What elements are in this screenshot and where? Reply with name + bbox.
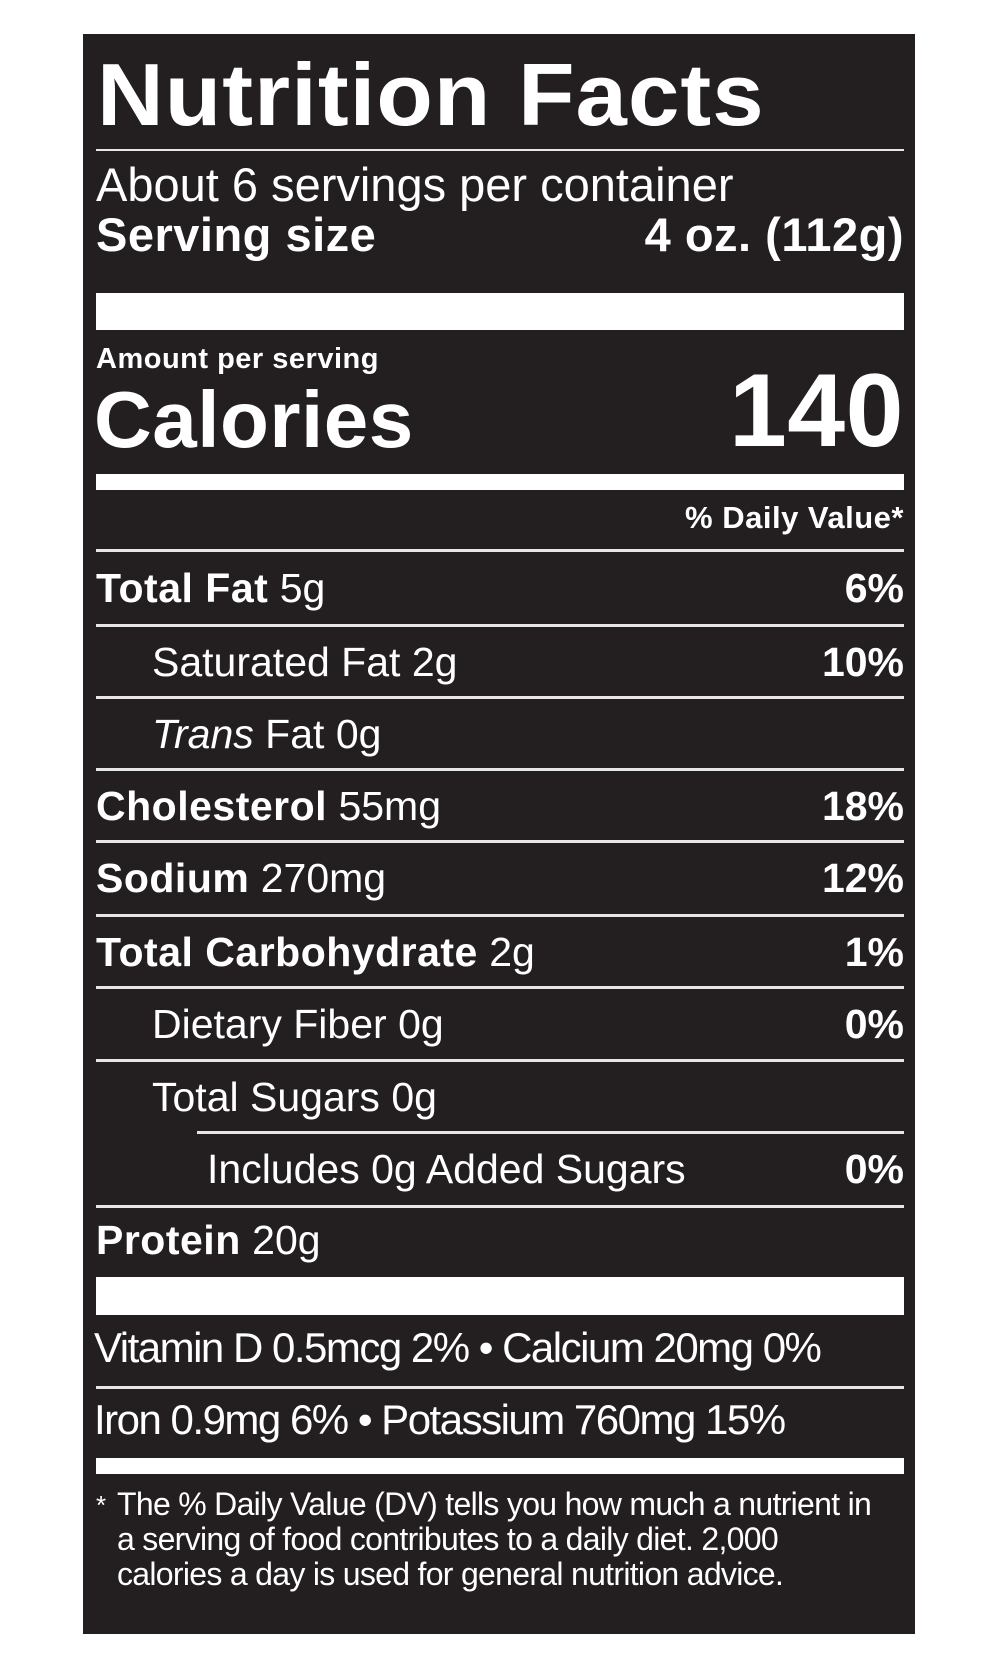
amount-per-serving: Amount per serving — [96, 343, 379, 375]
nutrient-row-dietary-fiber: Dietary Fiber 0g 0% — [96, 988, 904, 1060]
nutrient-row-trans-fat: Trans Fat 0g — [96, 698, 904, 770]
nutrient-amount: 0g — [391, 1073, 437, 1120]
nutrient-amount: 270mg — [260, 854, 387, 901]
nutrient-name: Total Fat — [96, 564, 269, 611]
nutrient-dv: 10% — [821, 638, 904, 685]
nutrient-amount: 5g — [279, 564, 326, 611]
nutrient-dv: 12% — [821, 854, 904, 901]
nutrient-name: Cholesterol — [96, 782, 328, 829]
footnote: The % Daily Value (DV) tells you how muc… — [117, 1486, 872, 1592]
nutrient-amount: 2g — [411, 638, 458, 685]
divider — [96, 624, 904, 627]
nutrient-name: Dietary Fiber — [152, 1000, 387, 1047]
title: Nutrition Facts — [97, 45, 765, 144]
nutrient-name: Protein — [96, 1216, 241, 1263]
divider — [96, 1059, 904, 1062]
nutrient-name: Fat — [265, 710, 325, 757]
divider — [96, 914, 904, 917]
servings-per-container: About 6 servings per container — [96, 158, 734, 211]
nutrient-name: Includes 0g Added Sugars — [207, 1145, 686, 1192]
divider — [96, 696, 904, 699]
micronutrients-line-2: Iron 0.9mg 6% • Potassium 760mg 15% — [94, 1396, 786, 1443]
divider — [96, 549, 904, 552]
nutrient-name: Saturated Fat — [152, 638, 401, 685]
divider — [96, 840, 904, 843]
nutrient-amount: 20g — [252, 1216, 321, 1263]
nutrition-facts-label: Nutrition Facts About 6 servings per con… — [83, 34, 915, 1634]
divider — [96, 149, 904, 151]
medium-divider — [96, 474, 904, 490]
calories-value: 140 — [728, 353, 904, 469]
nutrient-row-added-sugars: Includes 0g Added Sugars 0% — [96, 1133, 904, 1205]
thick-divider — [96, 293, 904, 330]
nutrient-amount: 55mg — [338, 782, 442, 829]
nutrient-row-total-sugars: Total Sugars 0g — [96, 1061, 904, 1133]
serving-size-label: Serving size — [96, 208, 377, 261]
divider — [96, 1386, 904, 1389]
nutrient-amount: 2g — [489, 928, 535, 975]
nutrient-name-italic: Trans — [152, 710, 254, 757]
thick-divider — [96, 1277, 904, 1315]
medium-divider — [96, 1458, 904, 1474]
nutrient-row-sodium: Sodium 270mg 12% — [96, 842, 904, 914]
daily-value-header: % Daily Value* — [685, 500, 904, 535]
micronutrients-line-1: Vitamin D 0.5mcg 2% • Calcium 20mg 0% — [94, 1324, 822, 1371]
nutrient-amount: 0g — [398, 1000, 444, 1047]
nutrient-row-protein: Protein 20g — [96, 1204, 904, 1276]
nutrient-dv: 1% — [844, 928, 904, 975]
nutrient-dv: 0% — [844, 1000, 904, 1047]
nutrient-row-total-fat: Total Fat 5g 6% — [96, 552, 904, 624]
nutrient-dv: 0% — [844, 1145, 904, 1192]
nutrient-row-saturated-fat: Saturated Fat 2g 10% — [96, 626, 904, 698]
footnote-mark: * — [96, 1490, 107, 1520]
nutrient-dv: 18% — [821, 782, 904, 829]
serving-size-value: 4 oz. (112g) — [644, 208, 904, 261]
nutrient-name: Total Sugars — [152, 1073, 380, 1120]
divider — [96, 986, 904, 989]
nutrient-name: Total Carbohydrate — [96, 928, 478, 975]
divider — [96, 768, 904, 771]
calories-label: Calories — [94, 375, 414, 464]
divider — [96, 1205, 904, 1208]
divider — [197, 1131, 904, 1134]
nutrient-amount: 0g — [335, 710, 382, 757]
nutrient-row-cholesterol: Cholesterol 55mg 18% — [96, 770, 904, 842]
nutrient-name: Sodium — [96, 854, 250, 901]
nutrient-row-total-carbohydrate: Total Carbohydrate 2g 1% — [96, 916, 904, 988]
nutrient-dv: 6% — [844, 564, 904, 611]
